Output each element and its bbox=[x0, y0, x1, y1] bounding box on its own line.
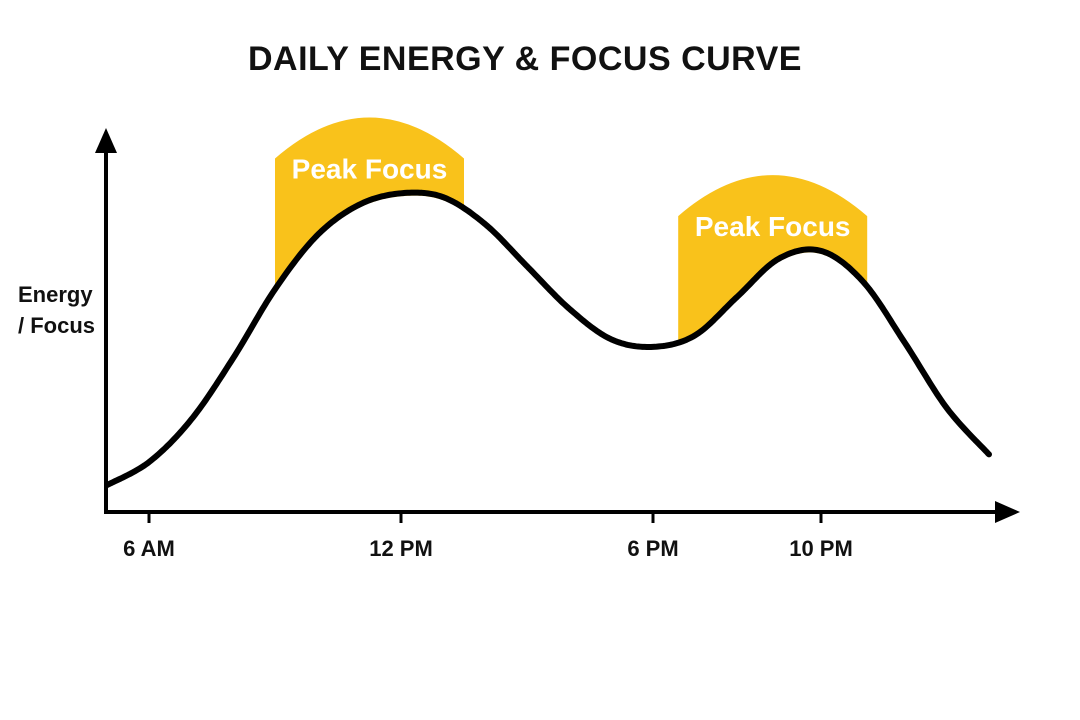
x-tick-label-4: 10 PM bbox=[789, 536, 853, 561]
y-axis-label-line-1: Energy bbox=[18, 282, 93, 307]
x-tick-label-2: 12 PM bbox=[369, 536, 433, 561]
peak-focus-band-1 bbox=[275, 117, 464, 293]
series-lines bbox=[104, 189, 992, 489]
peak-focus-label-2: Peak Focus bbox=[695, 211, 851, 242]
band-labels: Peak Focus Peak Focus bbox=[292, 153, 851, 242]
y-axis-arrow bbox=[95, 128, 117, 153]
axes bbox=[95, 128, 1020, 523]
x-axis-ticks: 6 AM 12 PM 6 PM 10 PM bbox=[123, 512, 853, 561]
peak-focus-label-1: Peak Focus bbox=[292, 153, 448, 184]
x-tick-label-1: 6 AM bbox=[123, 536, 175, 561]
chart-title: DAILY ENERGY & FOCUS CURVE bbox=[248, 40, 802, 78]
y-axis-label-line-2: / Focus bbox=[18, 313, 96, 338]
x-tick-label-3: 6 PM bbox=[627, 536, 678, 561]
x-axis-arrow bbox=[995, 501, 1020, 523]
energy-focus-line bbox=[104, 189, 992, 489]
